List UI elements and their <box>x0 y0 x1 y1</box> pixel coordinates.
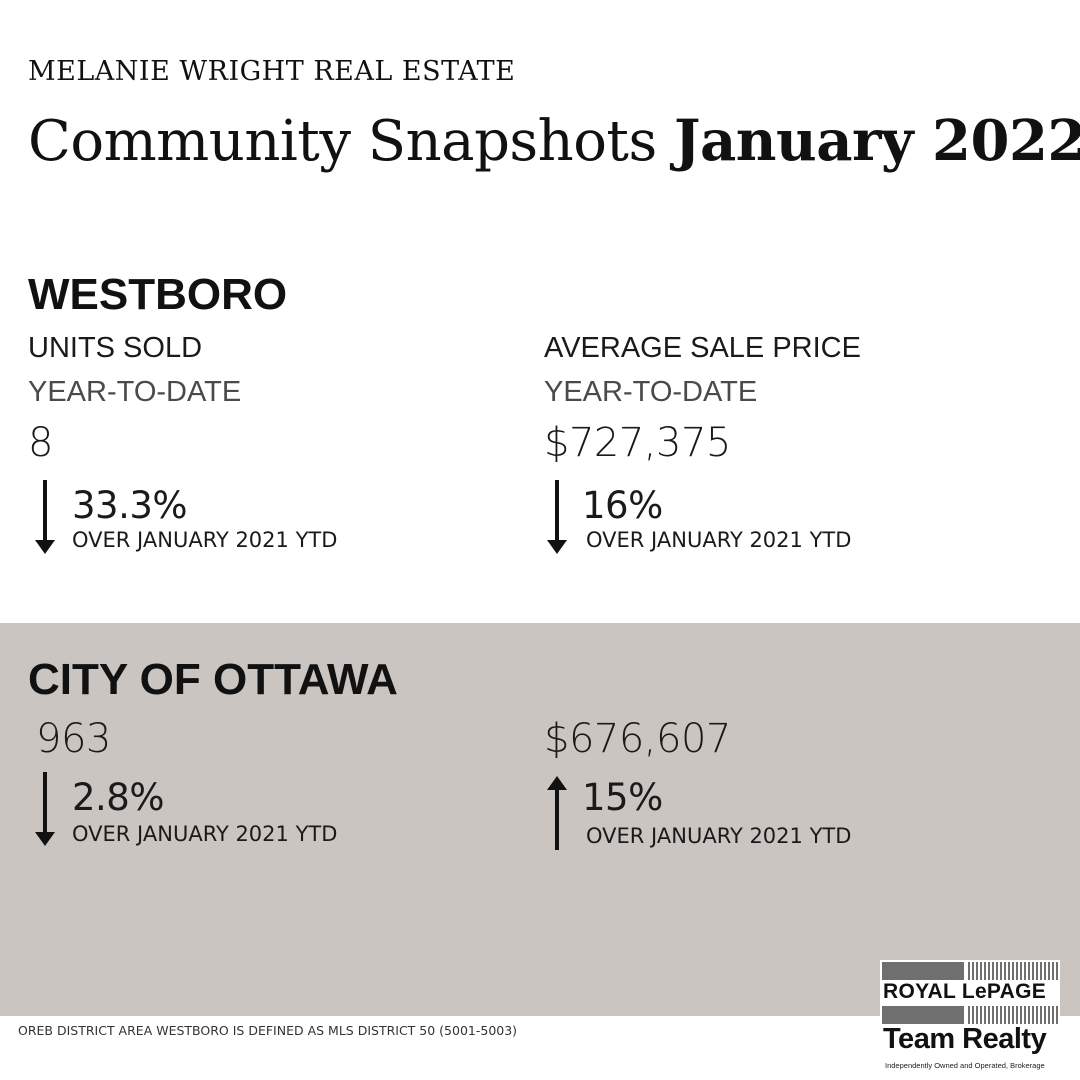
ottawa-units-change-note: OVER JANUARY 2021 YTD <box>72 822 338 846</box>
westboro-units-sublabel: YEAR-TO-DATE <box>28 376 242 408</box>
logo-line1: ROYAL LePAGE <box>883 980 1047 1003</box>
westboro-price-label: AVERAGE SALE PRICE <box>544 332 861 364</box>
arrow-down-icon <box>35 480 55 554</box>
arrow-down-icon <box>35 772 55 846</box>
arrow-up-icon <box>547 776 567 850</box>
royal-lepage-logo: ROYAL LePAGE Team Realty Independently O… <box>880 960 1060 1074</box>
westboro-price-sublabel: YEAR-TO-DATE <box>544 376 758 408</box>
ottawa-price-change-note: OVER JANUARY 2021 YTD <box>586 824 852 848</box>
title-date: January 2022 <box>673 108 1080 174</box>
ottawa-price-change: 15% <box>582 776 663 819</box>
westboro-price-change-note: OVER JANUARY 2021 YTD <box>586 528 852 552</box>
logo-tagline: Independently Owned and Operated, Broker… <box>885 1061 1045 1070</box>
westboro-units-label: UNITS SOLD <box>28 332 203 364</box>
logo-bars-top <box>882 962 1058 980</box>
ottawa-section-background <box>0 623 1080 1016</box>
ottawa-heading: CITY OF OTTAWA <box>28 655 398 704</box>
westboro-units-change-note: OVER JANUARY 2021 YTD <box>72 528 338 552</box>
westboro-heading: WESTBORO <box>28 270 288 319</box>
footnote: OREB DISTRICT AREA WESTBORO IS DEFINED A… <box>18 1023 518 1038</box>
logo-line2: Team Realty <box>883 1023 1047 1055</box>
westboro-price-change: 16% <box>582 484 663 527</box>
westboro-units-value: 8 <box>28 420 53 466</box>
brand-name: MELANIE WRIGHT REAL ESTATE <box>28 56 516 87</box>
ottawa-price-value: $676,607 <box>544 716 731 762</box>
westboro-units-change: 33.3% <box>72 484 188 527</box>
page-title: Community Snapshots January 2022 <box>28 108 1080 174</box>
title-regular: Community Snapshots <box>28 109 674 174</box>
ottawa-units-change: 2.8% <box>72 776 165 819</box>
arrow-down-icon <box>547 480 567 554</box>
westboro-price-value: $727,375 <box>544 420 731 466</box>
ottawa-units-value: 963 <box>36 716 111 762</box>
logo-bars-bottom <box>882 1006 1058 1024</box>
